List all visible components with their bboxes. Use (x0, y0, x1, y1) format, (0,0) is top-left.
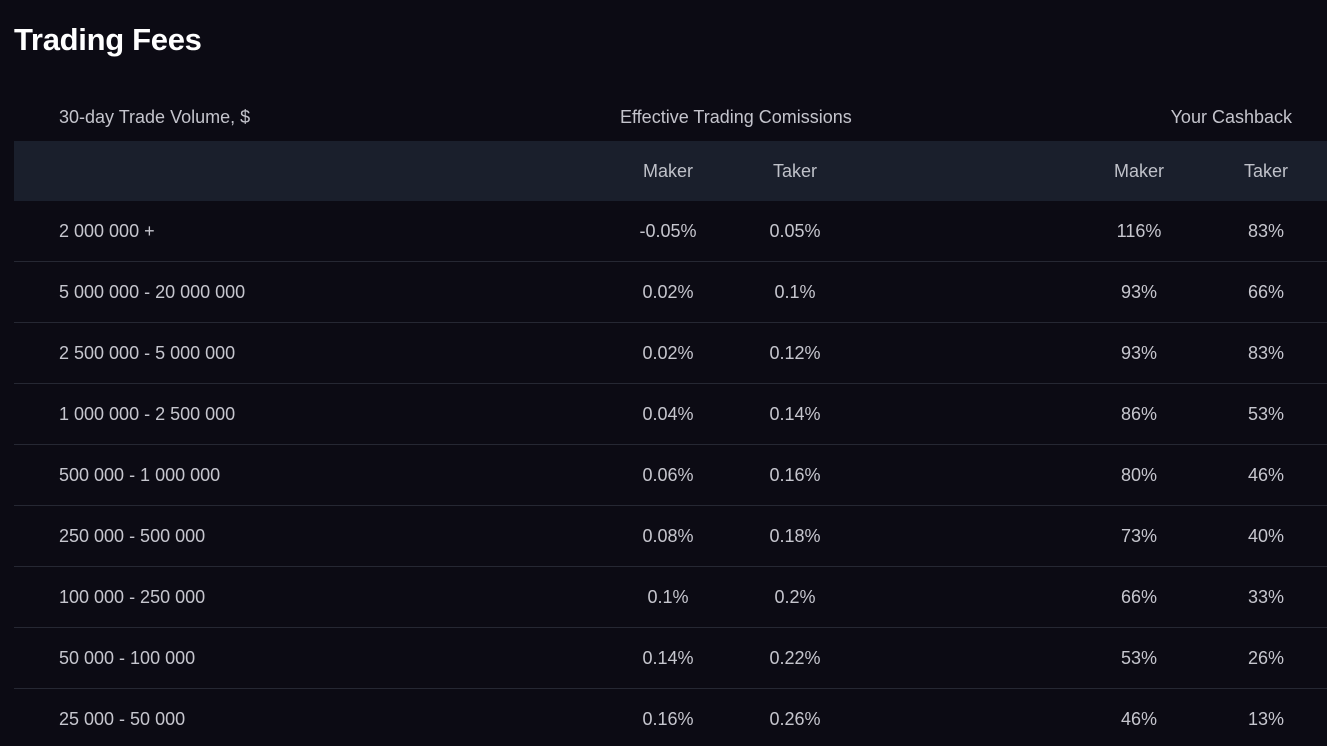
cashback-maker-cell: 80% (1120, 465, 1158, 485)
effective-taker-cell: 0.05% (769, 221, 821, 241)
cashback-maker-cell: 93% (1120, 343, 1158, 363)
cashback-maker-cell: 73% (1120, 526, 1158, 546)
table-row: 250 000 - 500 000 0.08% 0.18% 73% 40% (14, 506, 1327, 567)
effective-maker-cell: 0.04% (642, 404, 694, 424)
effective-maker-cell: 0.02% (642, 282, 694, 302)
cashback-maker-cell: 116% (1116, 221, 1162, 241)
cashback-maker-cell: 86% (1120, 404, 1158, 424)
volume-cell: 5 000 000 - 20 000 000 (59, 282, 246, 302)
effective-maker-cell: 0.08% (642, 526, 694, 546)
volume-cell: 1 000 000 - 2 500 000 (59, 404, 236, 424)
cashback-taker-cell: 26% (1247, 648, 1285, 668)
effective-taker-cell: 0.26% (769, 709, 821, 729)
table-row: 100 000 - 250 000 0.1% 0.2% 66% 33% (14, 567, 1327, 628)
effective-taker-cell: 0.2% (774, 587, 816, 607)
volume-cell: 50 000 - 100 000 (59, 648, 196, 668)
cashback-taker-cell: 46% (1247, 465, 1285, 485)
table-sub-header: Maker Taker Maker Taker (14, 141, 1327, 201)
effective-maker-cell: 0.16% (642, 709, 694, 729)
effective-maker-cell: 0.14% (642, 648, 694, 668)
volume-cell: 2 500 000 - 5 000 000 (59, 343, 236, 363)
table-row: 1 000 000 - 2 500 000 0.04% 0.14% 86% 53… (14, 384, 1327, 445)
header-cashback: Your Cashback (1170, 107, 1292, 127)
effective-taker-cell: 0.12% (769, 343, 821, 363)
volume-cell: 2 000 000 + (59, 221, 155, 241)
subheader-effective-taker: Taker (772, 161, 817, 181)
table-row: 2 000 000 + -0.05% 0.05% 116% 83% (14, 201, 1327, 262)
subheader-cashback-taker: Taker (1243, 161, 1288, 181)
table-row: 50 000 - 100 000 0.14% 0.22% 53% 26% (14, 628, 1327, 689)
effective-taker-cell: 0.18% (769, 526, 821, 546)
cashback-taker-cell: 83% (1247, 343, 1285, 363)
cashback-taker-cell: 40% (1247, 526, 1285, 546)
effective-maker-cell: -0.05% (639, 221, 697, 241)
cashback-taker-cell: 33% (1247, 587, 1285, 607)
header-effective-commissions: Effective Trading Comissions (620, 107, 852, 127)
cashback-maker-cell: 53% (1120, 648, 1158, 668)
cashback-taker-cell: 13% (1247, 709, 1285, 729)
volume-cell: 100 000 - 250 000 (59, 587, 206, 607)
effective-taker-cell: 0.1% (774, 282, 816, 302)
cashback-taker-cell: 53% (1247, 404, 1285, 424)
volume-cell: 25 000 - 50 000 (59, 709, 186, 729)
fees-table-body: 2 000 000 + -0.05% 0.05% 116% 83% 5 000 … (14, 201, 1327, 746)
cashback-taker-cell: 83% (1247, 221, 1285, 241)
page-title: Trading Fees (14, 22, 202, 57)
header-volume: 30-day Trade Volume, $ (59, 107, 251, 127)
effective-maker-cell: 0.02% (642, 343, 694, 363)
volume-cell: 250 000 - 500 000 (59, 526, 206, 546)
effective-taker-cell: 0.22% (769, 648, 821, 668)
effective-taker-cell: 0.16% (769, 465, 821, 485)
effective-taker-cell: 0.14% (769, 404, 821, 424)
volume-cell: 500 000 - 1 000 000 (59, 465, 221, 485)
subheader-cashback-maker: Maker (1113, 161, 1164, 181)
cashback-maker-cell: 66% (1120, 587, 1158, 607)
effective-maker-cell: 0.1% (647, 587, 689, 607)
table-row: 5 000 000 - 20 000 000 0.02% 0.1% 93% 66… (14, 262, 1327, 323)
table-row: 25 000 - 50 000 0.16% 0.26% 46% 13% (14, 689, 1327, 746)
cashback-taker-cell: 66% (1247, 282, 1285, 302)
table-row: 500 000 - 1 000 000 0.06% 0.16% 80% 46% (14, 445, 1327, 506)
table-row: 2 500 000 - 5 000 000 0.02% 0.12% 93% 83… (14, 323, 1327, 384)
cashback-maker-cell: 93% (1120, 282, 1158, 302)
table-group-header: 30-day Trade Volume, $ Effective Trading… (14, 95, 1327, 141)
subheader-effective-maker: Maker (642, 161, 693, 181)
cashback-maker-cell: 46% (1120, 709, 1158, 729)
effective-maker-cell: 0.06% (642, 465, 694, 485)
